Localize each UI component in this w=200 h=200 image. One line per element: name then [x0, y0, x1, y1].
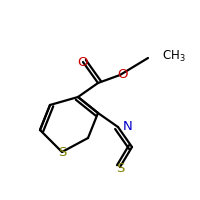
- Text: O: O: [77, 55, 87, 68]
- Text: S: S: [116, 162, 124, 176]
- Text: N: N: [123, 120, 133, 134]
- Text: O: O: [118, 68, 128, 82]
- Text: S: S: [58, 146, 66, 158]
- Text: CH$_3$: CH$_3$: [162, 48, 186, 64]
